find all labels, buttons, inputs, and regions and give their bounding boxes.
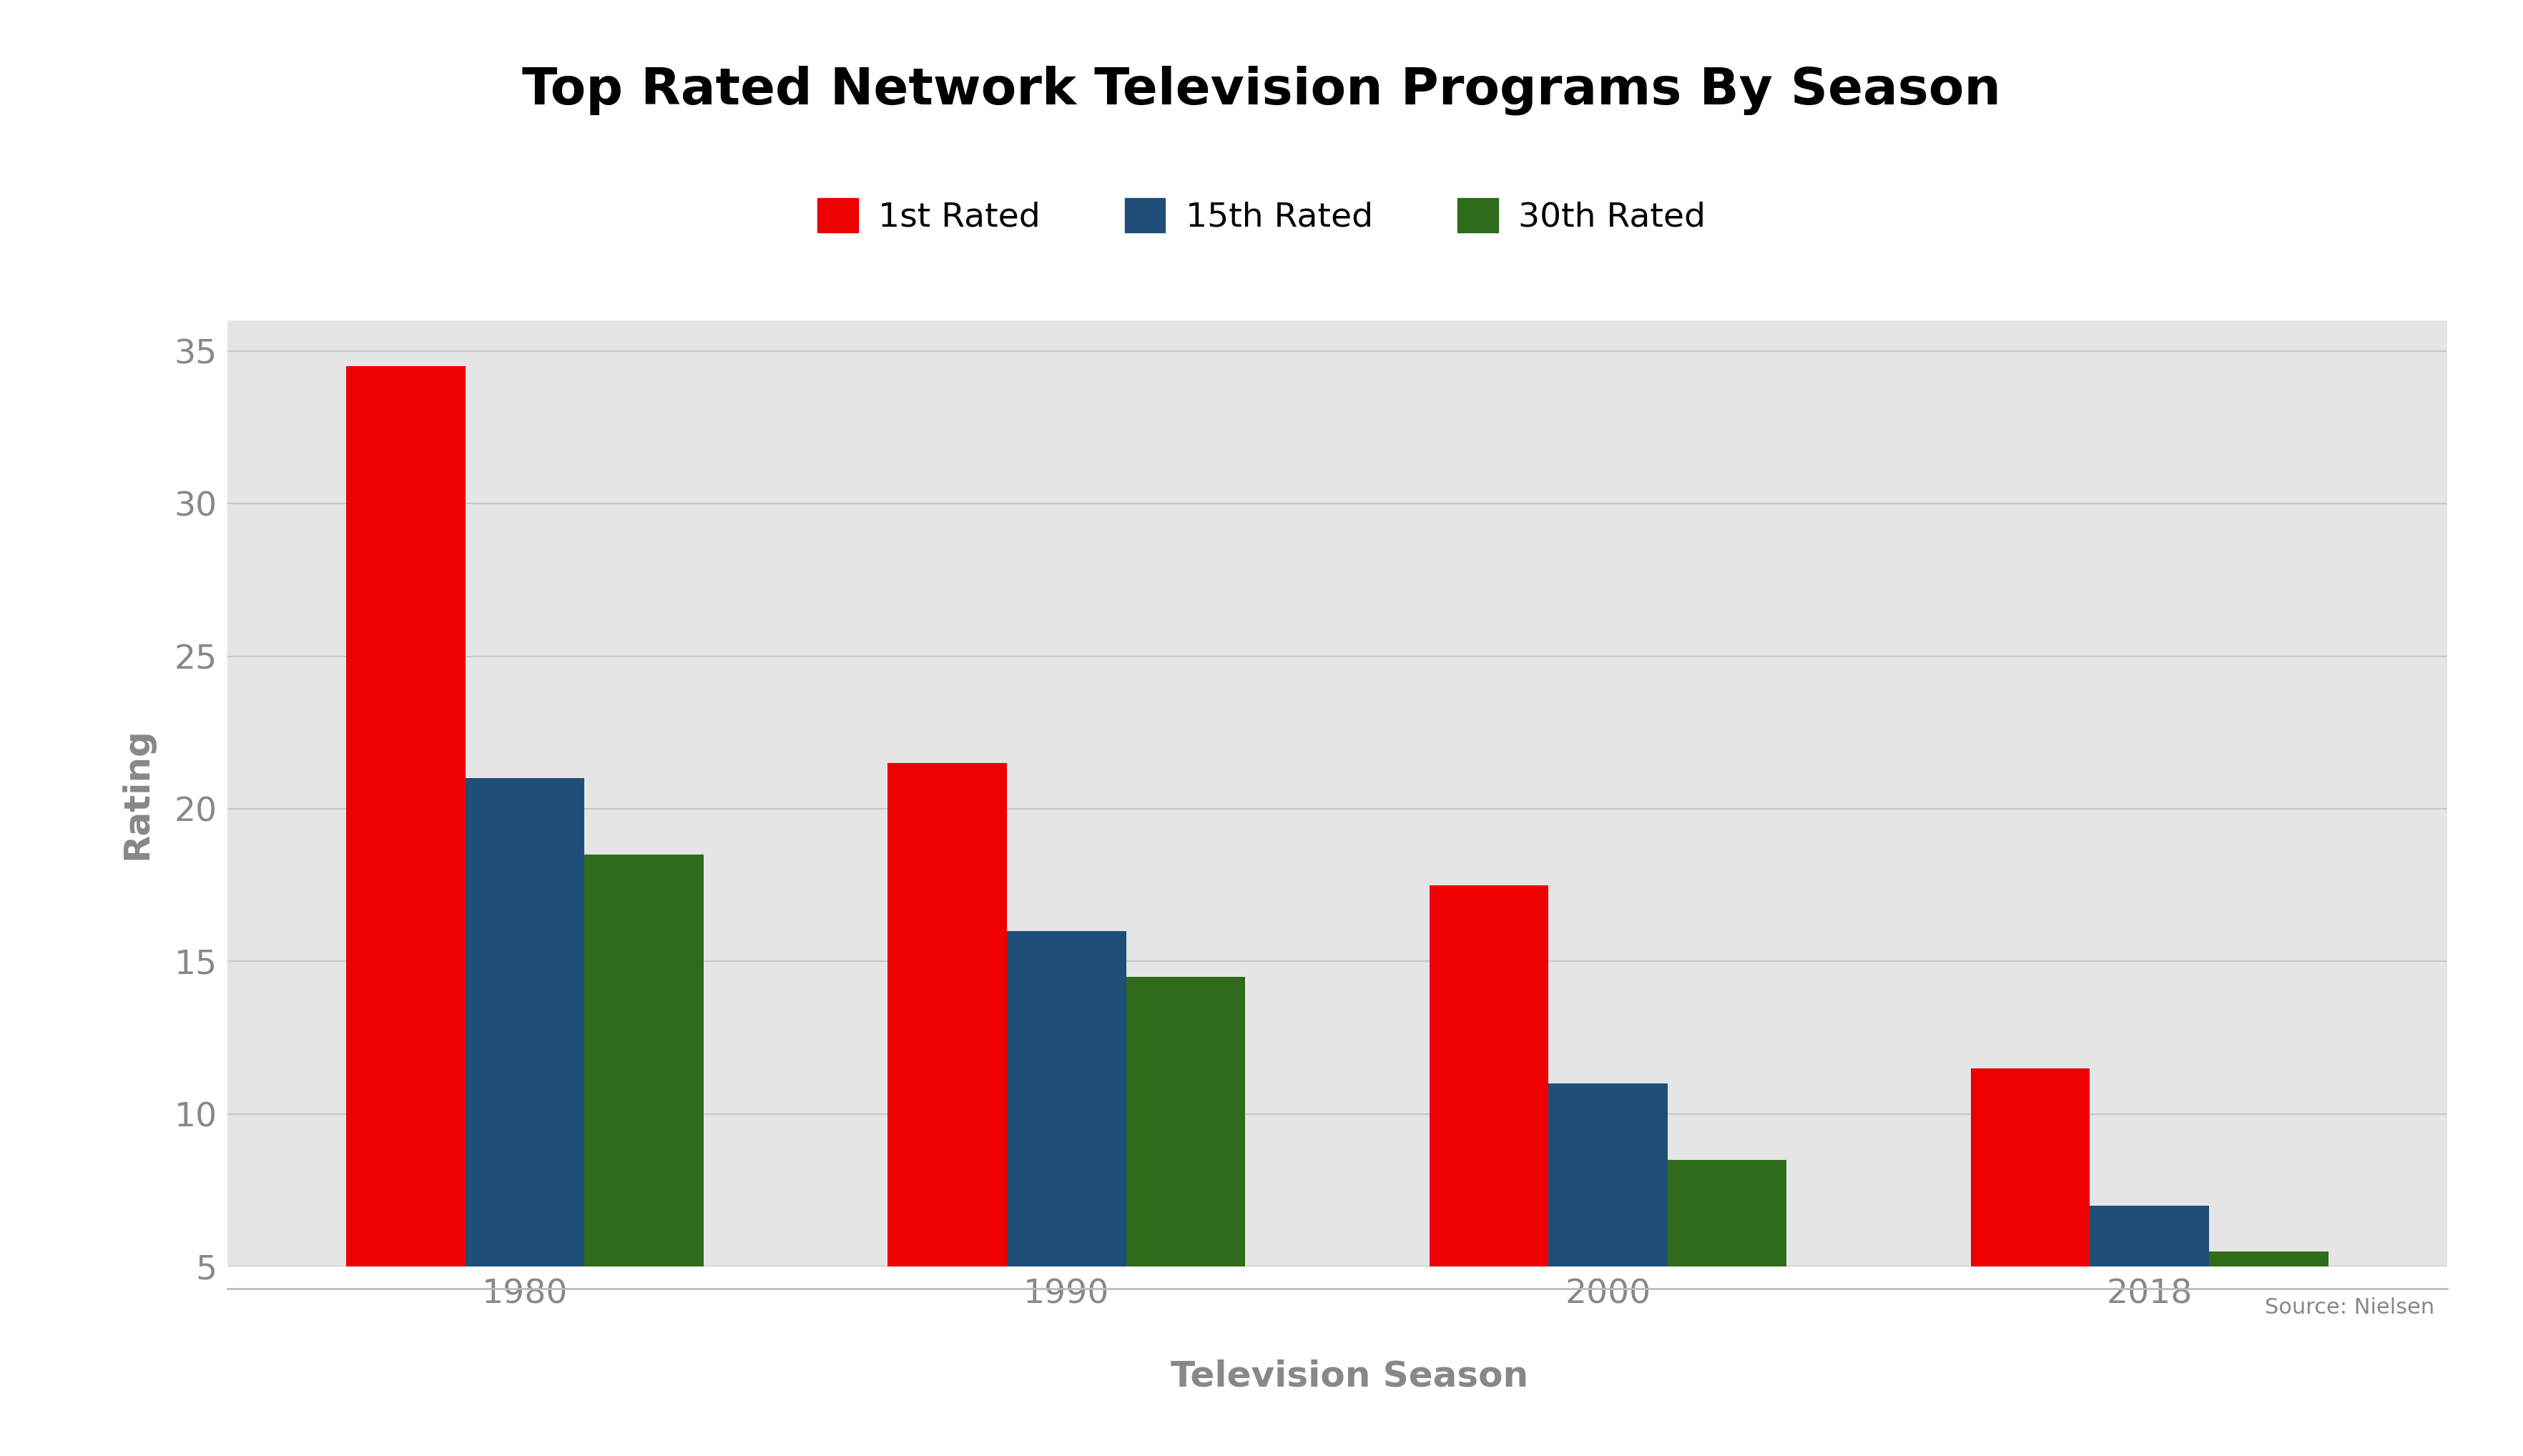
Legend: 1st Rated, 15th Rated, 30th Rated: 1st Rated, 15th Rated, 30th Rated bbox=[805, 185, 1718, 248]
Y-axis label: Rating: Rating bbox=[121, 728, 154, 859]
Text: Source: Nielsen: Source: Nielsen bbox=[2266, 1297, 2435, 1318]
Bar bbox=[1549, 1083, 1668, 1420]
Text: Television Season: Television Season bbox=[1171, 1358, 1529, 1393]
Bar bbox=[2089, 1206, 2210, 1420]
Bar bbox=[346, 365, 464, 1420]
Text: Top Rated Network Television Programs By Season: Top Rated Network Television Programs By… bbox=[522, 66, 2001, 115]
Bar bbox=[1668, 1160, 1786, 1420]
Bar bbox=[1428, 885, 1549, 1420]
Bar bbox=[1125, 977, 1246, 1420]
Bar bbox=[2210, 1252, 2329, 1420]
Bar bbox=[464, 779, 585, 1420]
Bar bbox=[585, 855, 704, 1420]
Bar bbox=[1970, 1069, 2089, 1420]
Bar bbox=[1007, 930, 1125, 1420]
Bar bbox=[888, 763, 1007, 1420]
